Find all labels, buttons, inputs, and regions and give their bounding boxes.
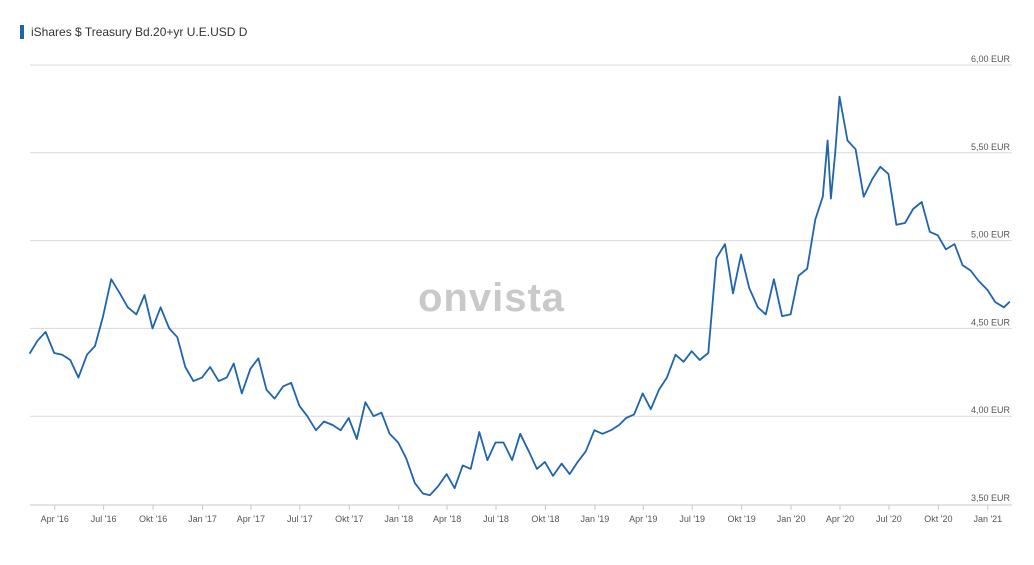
gridlines bbox=[30, 64, 1012, 417]
y-axis-labels: 3,50 EUR 4,00 EUR 4,50 EUR 5,00 EUR 5,50 EUR… bbox=[971, 54, 1011, 503]
x-tick-label: Apr '16 bbox=[41, 514, 69, 524]
x-tick-label: Jul '17 bbox=[287, 514, 313, 524]
x-tick-label: Jul '19 bbox=[679, 514, 705, 524]
y-tick-label: 3,50 EUR bbox=[971, 493, 1011, 503]
x-tick-label: Okt '19 bbox=[728, 514, 756, 524]
x-tick-label: Jul '16 bbox=[91, 514, 117, 524]
x-tick-label: Apr '17 bbox=[237, 514, 265, 524]
x-tick-label: Okt '20 bbox=[924, 514, 952, 524]
x-tick-label: Jan '20 bbox=[777, 514, 806, 524]
x-tick-label: Jan '18 bbox=[384, 514, 413, 524]
legend-label: iShares $ Treasury Bd.20+yr U.E.USD D bbox=[31, 25, 248, 39]
x-tick-label: Jan '21 bbox=[973, 514, 1002, 524]
y-tick-label: 4,00 EUR bbox=[971, 405, 1011, 415]
x-tick-label: Okt '18 bbox=[531, 514, 559, 524]
legend: iShares $ Treasury Bd.20+yr U.E.USD D bbox=[20, 24, 247, 40]
x-axis: Apr '16 Jul '16 Okt '16 Jan '17 Apr '17 Jul '… bbox=[30, 504, 1012, 524]
y-tick-label: 5,50 EUR bbox=[971, 142, 1011, 152]
x-tick-label: Okt '17 bbox=[335, 514, 363, 524]
x-tick-label: Apr '19 bbox=[629, 514, 657, 524]
x-tick-label: Okt '16 bbox=[139, 514, 167, 524]
x-tick-label: Apr '18 bbox=[433, 514, 461, 524]
series-line bbox=[29, 95, 1011, 497]
x-tick-label: Apr '20 bbox=[826, 514, 854, 524]
y-tick-label: 6,00 EUR bbox=[971, 54, 1011, 64]
series-group bbox=[29, 95, 1011, 497]
y-tick-label: 5,00 EUR bbox=[971, 230, 1011, 240]
watermark-logo: onvista bbox=[418, 276, 566, 320]
x-tick-label: Jan '19 bbox=[581, 514, 610, 524]
y-tick-label: 4,50 EUR bbox=[971, 317, 1011, 327]
x-tick-label: Jan '17 bbox=[188, 514, 217, 524]
x-tick-label: Jul '18 bbox=[483, 514, 509, 524]
x-tick-label: Jul '20 bbox=[876, 514, 902, 524]
legend-swatch bbox=[20, 25, 24, 39]
